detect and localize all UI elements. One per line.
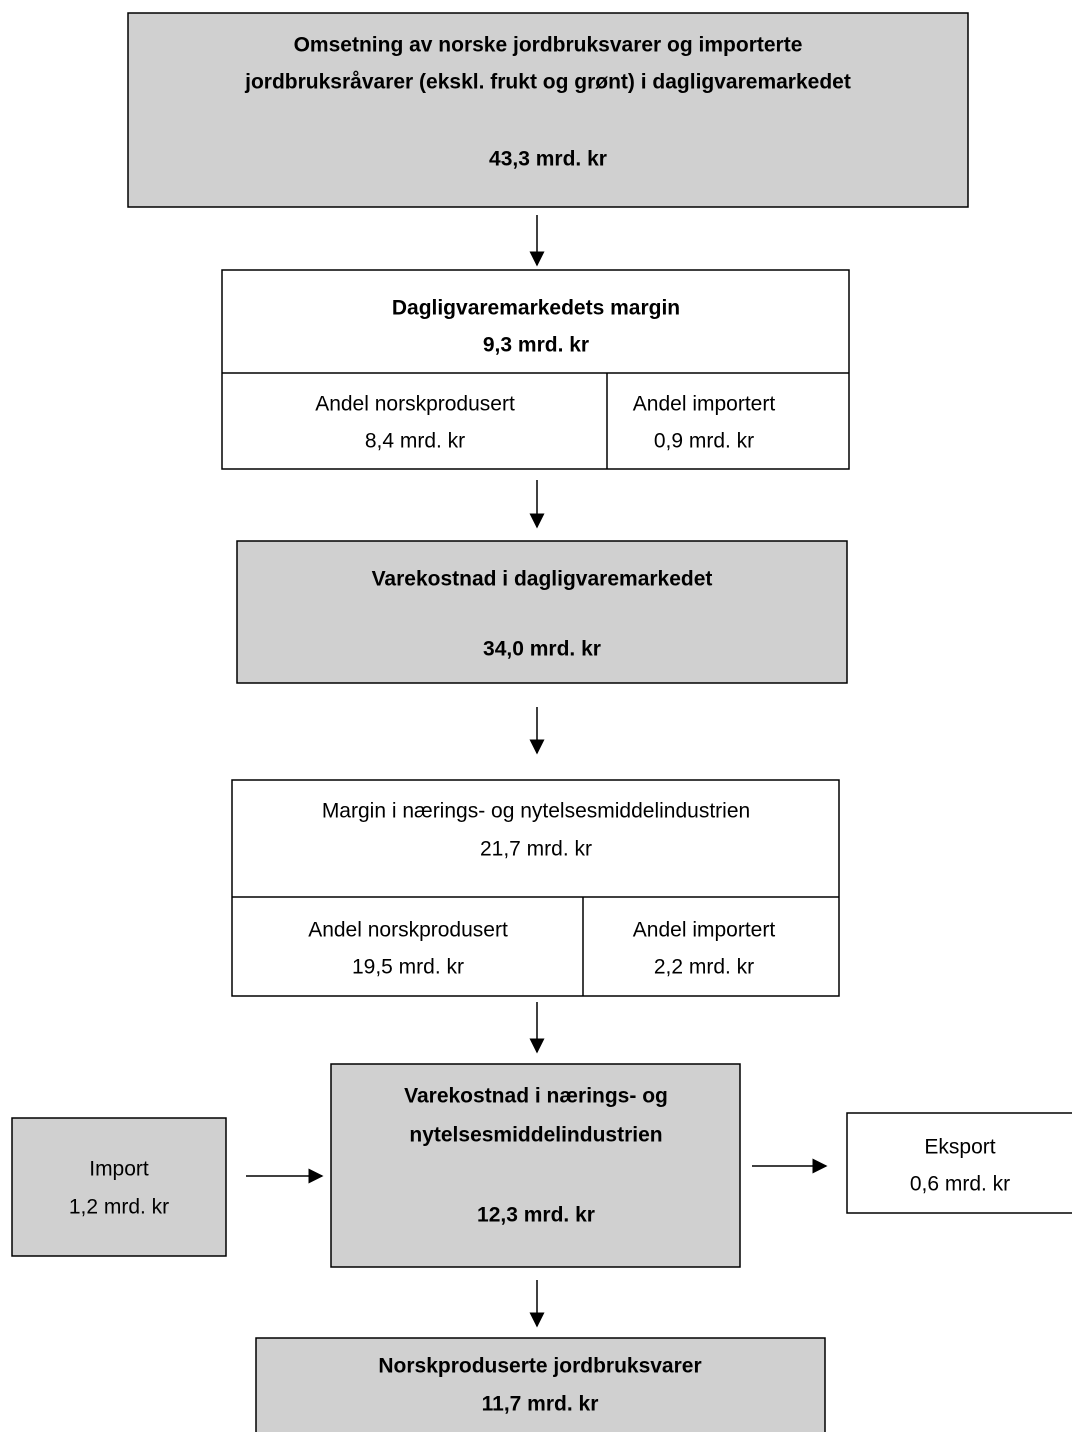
total-line: Omsetning av norske jordbruksvarer og im… xyxy=(294,34,803,57)
total-line: jordbruksråvarer (ekskl. frukt og grønt)… xyxy=(244,71,851,94)
split-label: Andel norskprodusert xyxy=(315,393,515,416)
split-label: Andel importert xyxy=(633,393,776,416)
industry-margin-box xyxy=(231,779,840,997)
split-value: 0,9 mrd. kr xyxy=(654,430,754,453)
total-box xyxy=(127,12,969,208)
retail-cost-title: Varekostnad i dagligvaremarkedet xyxy=(372,568,713,591)
total-value: 43,3 mrd. kr xyxy=(489,148,607,171)
industry-cost-title: Varekostnad i nærings- og xyxy=(404,1085,668,1108)
split-label: Andel norskprodusert xyxy=(308,919,508,942)
industry-margin-value: 21,7 mrd. kr xyxy=(480,838,592,861)
domestic-title: Norskproduserte jordbruksvarer xyxy=(378,1355,701,1378)
import-value: 1,2 mrd. kr xyxy=(69,1196,169,1219)
import-box xyxy=(11,1117,227,1257)
retail-cost-value: 34,0 mrd. kr xyxy=(483,638,601,661)
export-title: Eksport xyxy=(924,1136,995,1159)
export-value: 0,6 mrd. kr xyxy=(910,1173,1010,1196)
retail-margin-value: 9,3 mrd. kr xyxy=(483,334,589,357)
domestic-value: 11,7 mrd. kr xyxy=(482,1393,599,1416)
split-value: 19,5 mrd. kr xyxy=(352,956,464,979)
retail-cost-box xyxy=(236,540,848,684)
industry-cost-box xyxy=(330,1063,741,1268)
industry-margin-title: Margin i nærings- og nytelsesmiddelindus… xyxy=(322,800,750,823)
split-value: 2,2 mrd. kr xyxy=(654,956,754,979)
split-label: Andel importert xyxy=(633,919,776,942)
import-title: Import xyxy=(89,1158,149,1181)
industry-cost-value: 12,3 mrd. kr xyxy=(477,1204,595,1227)
domestic-box xyxy=(255,1337,826,1432)
export-box xyxy=(846,1112,1072,1214)
split-value: 8,4 mrd. kr xyxy=(365,430,465,453)
retail-margin-title: Dagligvaremarkedets margin xyxy=(392,297,680,320)
retail-margin-box xyxy=(221,269,850,470)
industry-cost-title: nytelsesmiddelindustrien xyxy=(409,1124,662,1147)
